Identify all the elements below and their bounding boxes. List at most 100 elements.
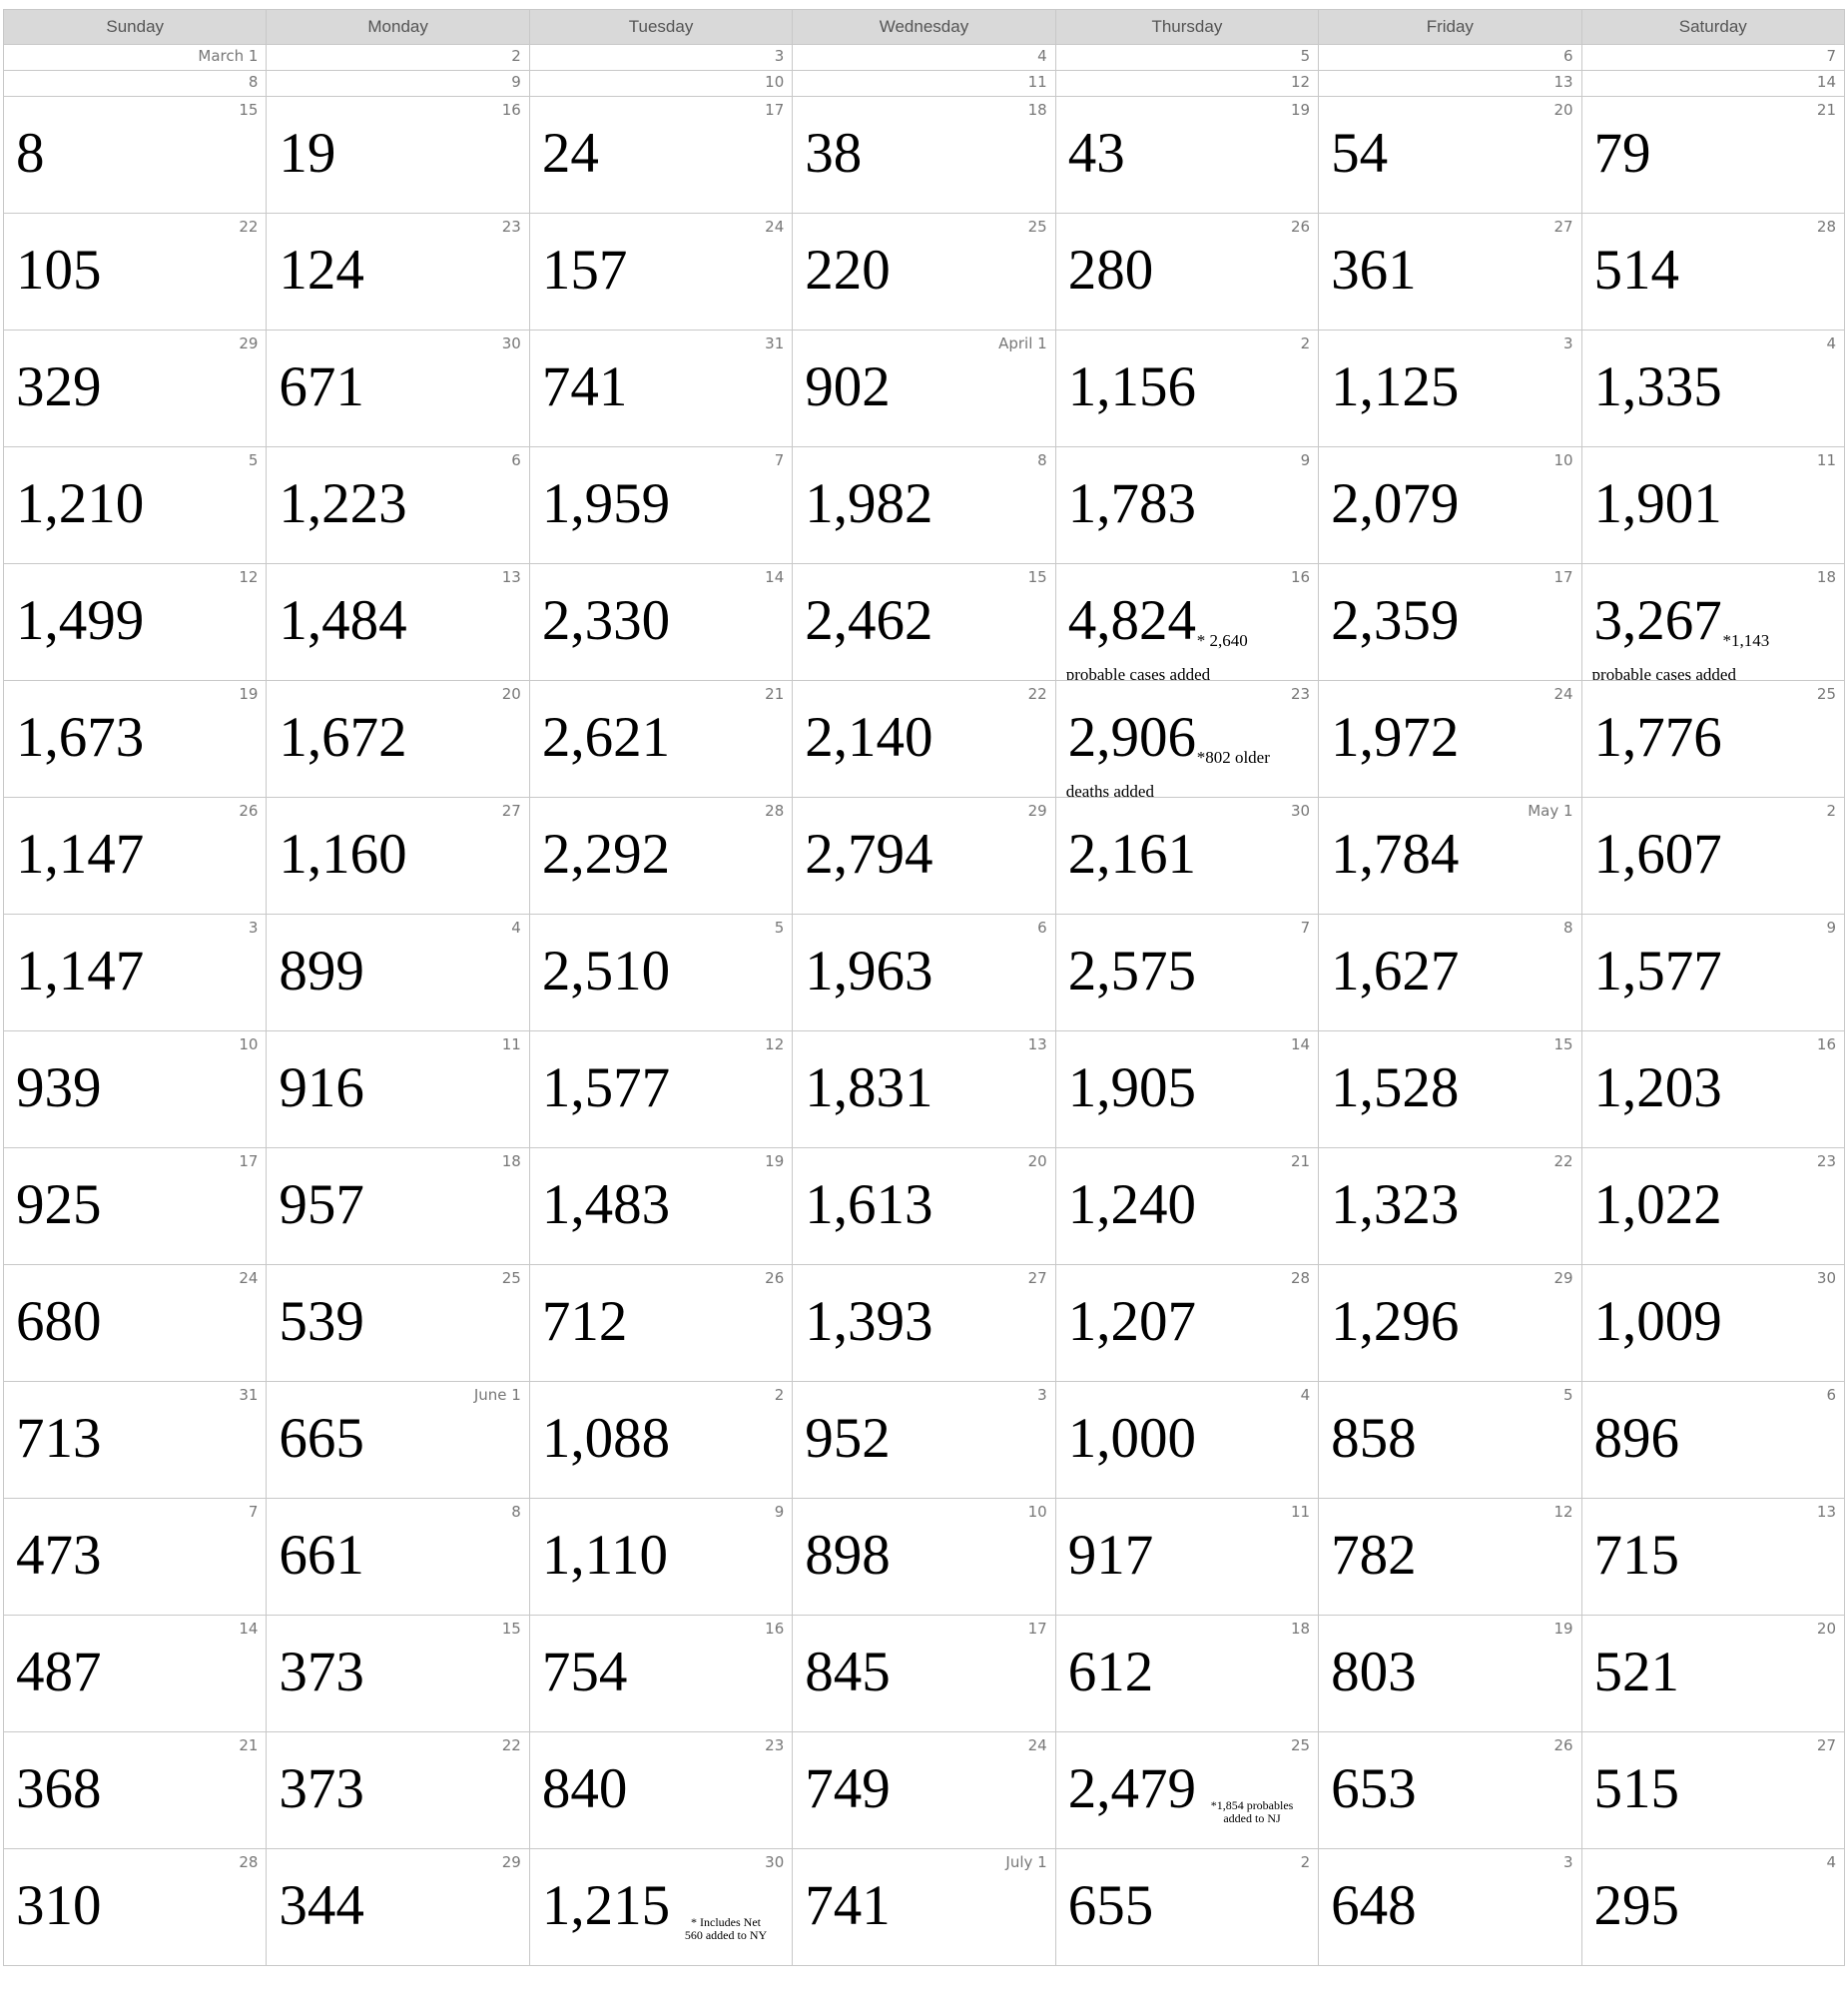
day-cell: 20 54	[1318, 96, 1582, 214]
day-cell: 22 373	[266, 1731, 530, 1849]
daily-count: 2,292	[541, 823, 671, 886]
day-number: 3	[774, 47, 785, 65]
day-number: 8	[511, 1503, 521, 1521]
daily-count: 661	[279, 1524, 364, 1587]
day-cell: 2 655	[1054, 1848, 1320, 1966]
day-cell: 23 2,906 *802 older deaths added	[1054, 680, 1320, 798]
day-cell: 26 653	[1318, 1731, 1582, 1849]
day-number: 19	[1291, 101, 1311, 119]
day-number: 16	[1291, 568, 1311, 586]
daily-count: 655	[1067, 1874, 1154, 1937]
footnote: *1,143	[1722, 631, 1770, 650]
day-number: 2	[1826, 802, 1836, 820]
day-number: 7	[1300, 919, 1311, 937]
day-number: 16	[765, 1620, 785, 1638]
daily-count: 1,776	[1593, 706, 1722, 769]
day-cell: 5 858	[1318, 1381, 1582, 1499]
day-number: 18	[501, 1152, 521, 1170]
daily-count: 1,577	[1593, 940, 1722, 1002]
daily-count: 782	[1331, 1524, 1417, 1587]
day-number: 17	[765, 101, 785, 119]
day-number: 22	[1027, 685, 1047, 703]
day-number: May 1	[1528, 802, 1573, 820]
day-number: 21	[239, 1736, 259, 1754]
day-number: 6	[511, 451, 521, 469]
daily-count: 612	[1067, 1641, 1154, 1703]
day-cell: 14	[1580, 70, 1846, 97]
weekday-header-row: Sunday Monday Tuesday Wednesday Thursday Frid…	[2, 9, 1846, 45]
daily-count: 1,483	[541, 1173, 671, 1236]
day-cell: 17 24	[528, 96, 794, 214]
day-cell: 31 713	[2, 1381, 268, 1499]
day-cell: 13 1,831	[792, 1030, 1056, 1148]
day-cell: 4 1,000	[1054, 1381, 1320, 1499]
day-cell: 4 899	[266, 914, 530, 1031]
day-number: 5	[1562, 1386, 1573, 1404]
day-number: 17	[239, 1152, 259, 1170]
daily-count: 1,000	[1067, 1407, 1196, 1470]
daily-count: 665	[279, 1407, 364, 1470]
day-number: 15	[239, 101, 259, 119]
day-cell: 12 1,499	[2, 563, 268, 681]
footnote-continued: probable cases added	[1065, 665, 1211, 681]
daily-count: 1,240	[1067, 1173, 1196, 1236]
daily-count: 1,905	[1067, 1056, 1196, 1119]
day-cell: 30 671	[266, 330, 530, 447]
day-cell: 22 1,323	[1318, 1147, 1582, 1265]
day-cell: 25 220	[792, 213, 1056, 331]
footnote-continued: deaths added	[1065, 782, 1154, 798]
day-cell: 15 8	[2, 96, 268, 214]
day-cell: 18 957	[266, 1147, 530, 1265]
day-cell: 14 487	[2, 1615, 268, 1732]
day-number: 12	[1553, 1503, 1573, 1521]
day-cell: 11 917	[1054, 1498, 1320, 1616]
daily-count: 368	[16, 1757, 102, 1820]
day-number: 5	[774, 919, 785, 937]
day-cell: 12	[1054, 70, 1320, 97]
day-number: 25	[1816, 685, 1836, 703]
week-row: March 1 2 3 4 5 6 7	[2, 44, 1846, 71]
daily-count: 1,296	[1331, 1290, 1460, 1353]
day-number: 22	[239, 218, 259, 236]
day-number: March 1	[198, 47, 259, 65]
day-number: 27	[1553, 218, 1573, 236]
day-cell: 28 2,292	[528, 797, 794, 915]
day-cell: 19 43	[1054, 96, 1320, 214]
daily-count: 1,022	[1593, 1173, 1722, 1236]
small-footnote-line: *1,854 probables	[1210, 1798, 1294, 1812]
daily-count: 1,210	[16, 472, 145, 535]
day-number: 24	[239, 1269, 259, 1287]
day-number: 3	[248, 919, 259, 937]
daily-count: 329	[16, 355, 102, 418]
day-cell: 13 715	[1580, 1498, 1846, 1616]
week-row: 14 487 15 373 16 754 17 845 18 612 19 803 20 521	[2, 1615, 1846, 1732]
day-number: 26	[1291, 218, 1311, 236]
day-cell: 29 2,794	[792, 797, 1056, 915]
daily-count: 898	[805, 1524, 891, 1587]
day-cell: 5 2,510	[528, 914, 794, 1031]
day-number: 5	[1300, 47, 1311, 65]
day-number: 24	[1027, 1736, 1047, 1754]
daily-count: 1,223	[279, 472, 407, 535]
week-row: 7 473 8 661 9 1,110 10 898 11 917 12 782 13 715	[2, 1498, 1846, 1616]
daily-count: 1,207	[1067, 1290, 1196, 1353]
day-cell: 23 840	[528, 1731, 794, 1849]
day-cell: July 1 741	[792, 1848, 1056, 1966]
day-cell: 20 521	[1580, 1615, 1846, 1732]
daily-count: 473	[16, 1524, 102, 1587]
week-row: 15 8 16 19 17 24 18 38 19 43 20 54 21 79	[2, 96, 1846, 214]
day-cell: 14 1,905	[1054, 1030, 1320, 1148]
daily-count: 749	[805, 1757, 891, 1820]
daily-count: 754	[541, 1641, 628, 1703]
daily-count: 2,794	[805, 823, 933, 886]
daily-count: 1,147	[16, 940, 145, 1002]
daily-count: 1,156	[1067, 355, 1196, 418]
day-number: 21	[1291, 1152, 1311, 1170]
day-cell: 22 105	[2, 213, 268, 331]
day-number: 10	[765, 73, 785, 91]
day-cell: 3 952	[792, 1381, 1056, 1499]
day-cell: 3	[528, 44, 794, 71]
daily-count: 2,575	[1067, 940, 1196, 1002]
day-cell: 8 1,627	[1318, 914, 1582, 1031]
week-row: 8 9 10 11 12 13 14	[2, 70, 1846, 97]
